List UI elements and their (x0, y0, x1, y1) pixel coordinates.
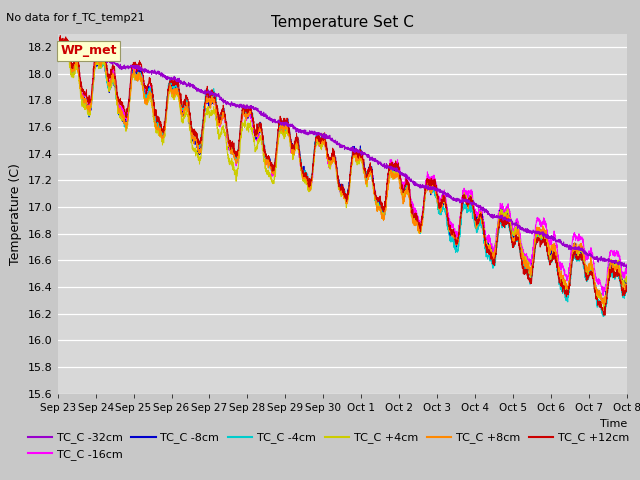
TC_C -32cm (153, 71, 161, 76)
Line: TC_C -4cm: TC_C -4cm (58, 40, 627, 316)
TC_C -16cm (551, 236, 559, 242)
TC_C -32cm (612, 259, 620, 264)
TC_C +12cm (153, 116, 161, 121)
TC_C +12cm (54, 48, 61, 54)
TC_C -4cm (119, 117, 127, 122)
TC_C -8cm (623, 278, 631, 284)
TC_C -4cm (56, 37, 64, 43)
Line: TC_C +8cm: TC_C +8cm (58, 44, 627, 304)
Text: Time: Time (600, 419, 627, 429)
Line: TC_C +12cm: TC_C +12cm (58, 36, 627, 315)
TC_C -16cm (57, 36, 65, 42)
TC_C -8cm (612, 262, 620, 267)
Y-axis label: Temperature (C): Temperature (C) (10, 163, 22, 264)
TC_C +12cm (601, 312, 609, 318)
TC_C +8cm (119, 114, 127, 120)
TC_C +4cm (273, 165, 280, 170)
TC_C -4cm (54, 60, 61, 65)
TC_C +4cm (56, 44, 64, 49)
TC_C +8cm (551, 247, 559, 253)
TC_C -32cm (297, 130, 305, 135)
TC_C -32cm (56, 39, 64, 45)
Line: TC_C -16cm: TC_C -16cm (58, 39, 627, 296)
TC_C -4cm (551, 249, 559, 255)
TC_C -4cm (612, 272, 620, 277)
Line: TC_C -8cm: TC_C -8cm (58, 42, 627, 305)
TC_C -8cm (601, 302, 609, 308)
TC_C +8cm (54, 53, 61, 59)
TC_C +4cm (297, 166, 305, 171)
TC_C -8cm (54, 49, 61, 55)
Line: TC_C +4cm: TC_C +4cm (58, 47, 627, 310)
TC_C +8cm (601, 301, 609, 307)
TC_C -16cm (600, 293, 607, 299)
TC_C +4cm (600, 307, 607, 312)
TC_C -4cm (273, 153, 280, 158)
Legend: TC_C -32cm, TC_C -16cm, TC_C -8cm, TC_C -4cm, TC_C +4cm, TC_C +8cm, TC_C +12cm: TC_C -32cm, TC_C -16cm, TC_C -8cm, TC_C … (23, 428, 634, 464)
TC_C +4cm (623, 273, 631, 278)
TC_C -8cm (59, 39, 67, 45)
TC_C -32cm (623, 265, 631, 271)
TC_C +8cm (153, 125, 161, 131)
TC_C -4cm (297, 156, 305, 162)
TC_C -4cm (623, 283, 631, 288)
TC_C +4cm (551, 252, 559, 258)
TC_C +12cm (56, 33, 64, 38)
TC_C -32cm (551, 237, 559, 243)
TC_C -32cm (273, 120, 280, 125)
Text: WP_met: WP_met (60, 44, 117, 58)
TC_C +12cm (119, 102, 127, 108)
TC_C +12cm (297, 164, 305, 169)
TC_C -16cm (153, 119, 161, 124)
TC_C +8cm (273, 150, 280, 156)
TC_C +8cm (612, 264, 620, 269)
TC_C +4cm (119, 114, 127, 120)
TC_C -16cm (297, 165, 305, 170)
TC_C +8cm (623, 280, 631, 286)
TC_C +12cm (623, 283, 631, 288)
TC_C -4cm (600, 313, 607, 319)
TC_C -16cm (54, 53, 61, 59)
TC_C -16cm (119, 112, 127, 118)
TC_C -8cm (297, 161, 305, 167)
TC_C +4cm (153, 130, 161, 136)
TC_C +8cm (63, 41, 70, 47)
TC_C -16cm (623, 268, 631, 274)
TC_C -8cm (551, 242, 559, 248)
TC_C -8cm (273, 150, 280, 156)
TC_C -8cm (119, 115, 127, 121)
TC_C -4cm (153, 122, 161, 128)
TC_C +8cm (297, 162, 305, 168)
TC_C +4cm (612, 259, 620, 265)
TC_C +12cm (612, 271, 620, 276)
TC_C +12cm (551, 256, 559, 262)
TC_C -32cm (54, 42, 61, 48)
Line: TC_C -32cm: TC_C -32cm (58, 42, 627, 268)
TC_C -32cm (119, 66, 127, 72)
TC_C +4cm (54, 60, 61, 65)
Text: No data for f_TC_temp21: No data for f_TC_temp21 (6, 12, 145, 23)
Title: Temperature Set C: Temperature Set C (271, 15, 414, 30)
TC_C -32cm (623, 264, 631, 270)
TC_C +12cm (273, 145, 280, 151)
TC_C -16cm (273, 158, 280, 164)
TC_C -16cm (612, 248, 620, 253)
TC_C -8cm (153, 126, 161, 132)
